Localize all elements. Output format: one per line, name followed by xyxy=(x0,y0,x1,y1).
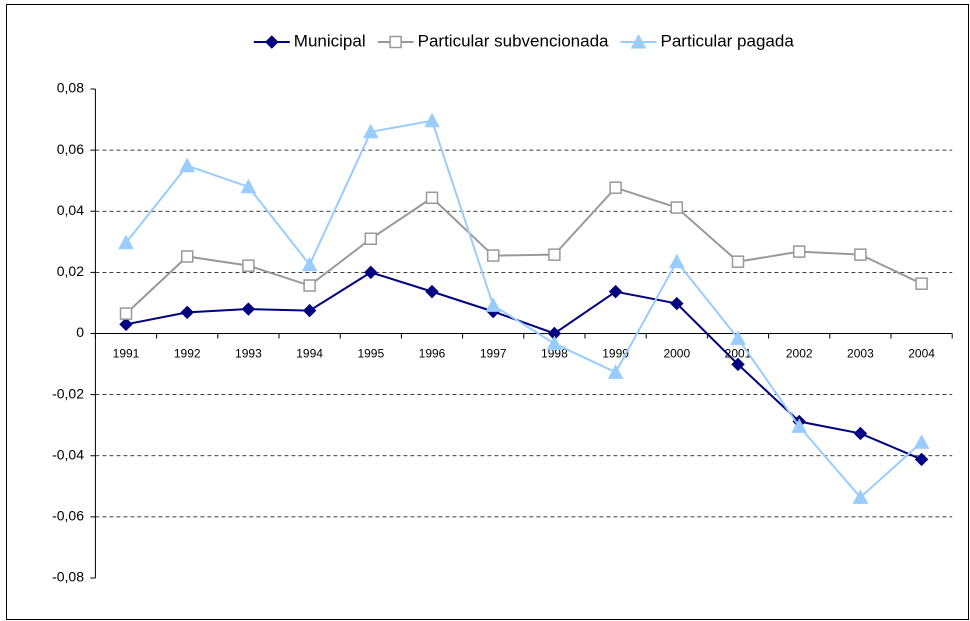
data-point xyxy=(364,232,378,246)
legend-marker xyxy=(389,35,402,49)
legend-label: Municipal xyxy=(294,31,366,50)
data-point xyxy=(240,178,257,194)
data-point xyxy=(118,234,134,250)
data-point xyxy=(853,426,868,441)
x-tick-label: 1995 xyxy=(357,347,384,361)
data-point xyxy=(607,364,624,379)
data-point xyxy=(301,256,318,272)
data-point xyxy=(668,253,685,269)
data-point xyxy=(546,335,563,351)
data-point xyxy=(852,489,869,504)
legend-label: Particular pagada xyxy=(661,31,795,50)
legend-marker xyxy=(630,33,647,49)
data-point xyxy=(302,303,317,318)
x-tick-label: 2004 xyxy=(908,347,935,361)
data-point xyxy=(670,296,684,311)
data-point xyxy=(485,297,502,312)
y-tick-label: -0,06 xyxy=(52,508,84,524)
data-point xyxy=(425,191,439,205)
x-tick-label: 1991 xyxy=(113,347,140,361)
data-point xyxy=(486,249,500,262)
data-point xyxy=(914,452,929,467)
y-tick-label: 0,06 xyxy=(57,141,84,157)
data-point xyxy=(241,302,256,316)
data-point xyxy=(609,181,622,194)
legend-marker xyxy=(265,35,279,49)
x-tick-label: 2003 xyxy=(847,347,874,361)
data-point xyxy=(731,255,745,268)
x-tick-label: 1997 xyxy=(480,347,507,361)
data-point xyxy=(364,265,378,280)
y-tick-label: 0,04 xyxy=(57,202,84,218)
series-line xyxy=(125,186,923,315)
x-tick-label: 1996 xyxy=(419,347,446,361)
data-point xyxy=(179,157,196,173)
data-point xyxy=(180,250,194,263)
y-tick-label: -0,02 xyxy=(52,385,84,401)
data-point xyxy=(303,279,316,292)
data-point xyxy=(913,434,930,449)
y-tick-label: -0,04 xyxy=(52,446,84,462)
data-point xyxy=(670,201,684,214)
data-point xyxy=(731,357,745,372)
x-tick-label: 1999 xyxy=(602,347,629,361)
data-point xyxy=(730,330,746,345)
data-point xyxy=(180,305,194,320)
x-tick-label: 2000 xyxy=(663,347,690,361)
data-point xyxy=(424,112,440,128)
legend-label: Particular subvencionada xyxy=(418,31,609,50)
data-point xyxy=(915,277,928,290)
y-tick-label: -0,08 xyxy=(52,569,84,585)
x-tick-label: 1994 xyxy=(296,347,323,361)
data-point xyxy=(548,248,561,261)
y-tick-label: 0,08 xyxy=(57,80,84,96)
x-tick-label: 1993 xyxy=(235,347,262,361)
data-point xyxy=(792,245,806,258)
data-point xyxy=(119,317,133,332)
x-tick-label: 1992 xyxy=(174,347,201,361)
y-tick-label: 0,02 xyxy=(57,263,84,279)
data-point xyxy=(362,123,379,139)
x-tick-label: 1998 xyxy=(541,347,568,361)
x-tick-label: 2002 xyxy=(786,347,813,361)
y-tick-label: 0 xyxy=(76,324,84,340)
data-point xyxy=(425,284,439,299)
data-point xyxy=(608,284,623,299)
data-point xyxy=(242,259,255,272)
data-point xyxy=(119,307,133,320)
series-line xyxy=(125,119,923,499)
data-point xyxy=(854,248,867,261)
data-point xyxy=(791,418,808,433)
